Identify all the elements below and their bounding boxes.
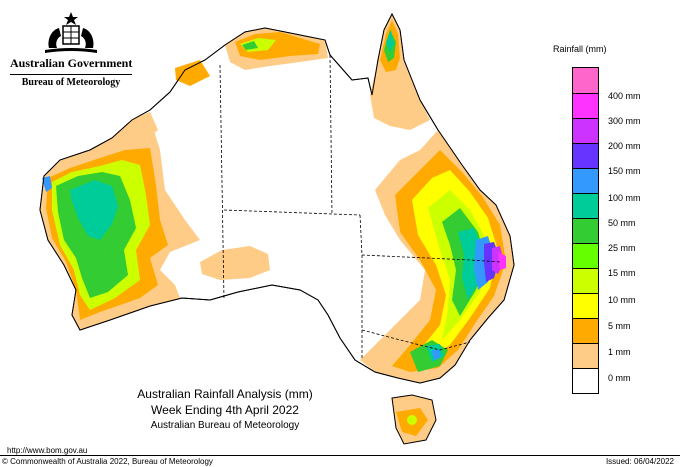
legend-label: 15 mm [608, 268, 636, 278]
government-title: Australian Government [10, 56, 133, 70]
wa-rain-50mm [70, 180, 118, 240]
mainland-coastline [39, 12, 515, 384]
legend-swatch [572, 319, 599, 344]
cape-york-rain-50mm [386, 30, 394, 52]
legend-label: 200 mm [608, 141, 641, 151]
nt-sa-border [223, 209, 361, 216]
copyright-notice: © Commonwealth of Australia 2022, Bureau… [2, 457, 213, 466]
legend-swatch [572, 169, 599, 194]
victoria-rain-100mm [432, 350, 440, 360]
legend-swatch [572, 344, 599, 369]
title-divider [10, 74, 132, 75]
east-rain-300mm [498, 252, 506, 270]
central-rain-1mm [200, 246, 270, 280]
legend-swatch [572, 119, 599, 144]
qld-south-border [359, 214, 501, 263]
nt-qld-border [329, 54, 333, 216]
footer-divider [0, 455, 680, 456]
color-legend [572, 67, 599, 394]
legend-label: 150 mm [608, 166, 641, 176]
legend-swatch [572, 219, 599, 244]
tasmania-rain-15mm [407, 415, 417, 425]
website-link[interactable]: http://www.bom.gov.au [7, 446, 88, 455]
legend-label: 50 mm [608, 218, 636, 228]
legend-label: 25 mm [608, 243, 636, 253]
legend-swatch [572, 369, 599, 394]
legend-label: 5 mm [608, 321, 631, 331]
legend-swatch [572, 144, 599, 169]
nsw-vic-border [361, 329, 471, 351]
legend-swatch [572, 269, 599, 294]
legend-swatch [572, 294, 599, 319]
legend-swatch [572, 244, 599, 269]
map-organisation: Australian Bureau of Meteorology [150, 420, 300, 431]
legend-label: 300 mm [608, 116, 641, 126]
legend-title: Rainfall (mm) [553, 44, 607, 54]
state-borders [219, 54, 501, 360]
coat-of-arms-icon [45, 12, 97, 53]
government-logo: Australian Government Bureau of Meteorol… [10, 10, 132, 88]
legend-swatch [572, 194, 599, 219]
top-end-rain-25mm [242, 41, 258, 50]
legend-swatch [572, 94, 599, 119]
map-week: Week Ending 4th April 2022 [151, 403, 299, 417]
map-title: Australian Rainfall Analysis (mm) [137, 387, 313, 401]
wa-border [219, 64, 225, 301]
issued-date: Issued: 06/04/2022 [605, 457, 674, 466]
legend-label: 100 mm [608, 193, 641, 203]
kimberley-rain-5mm [175, 60, 210, 86]
legend-label: 0 mm [608, 373, 631, 383]
agency-name: Bureau of Meteorology [21, 77, 121, 88]
legend-label: 10 mm [608, 295, 636, 305]
legend-label: 400 mm [608, 91, 641, 101]
kimberley-rain-1mm [130, 112, 158, 140]
wa-rain-100mm [42, 176, 52, 192]
legend-swatch [572, 67, 599, 94]
legend-label: 1 mm [608, 347, 631, 357]
